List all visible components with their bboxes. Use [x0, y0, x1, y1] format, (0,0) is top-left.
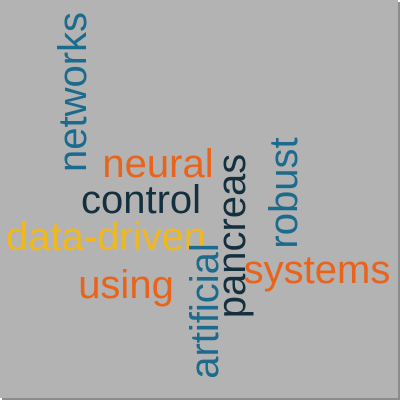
word-data-driven: data-driven: [5, 215, 207, 259]
word-pancreas: pancreas: [210, 153, 254, 319]
word-neural: neural: [102, 142, 214, 186]
word-robust: robust: [262, 137, 306, 249]
cloud-shadow-bottom: [2, 398, 400, 400]
word-networks: networks: [51, 11, 95, 173]
cloud-shadow-right: [398, 2, 400, 400]
word-control: control: [80, 178, 202, 222]
word-using: using: [78, 263, 174, 307]
word-systems: systems: [243, 248, 391, 292]
